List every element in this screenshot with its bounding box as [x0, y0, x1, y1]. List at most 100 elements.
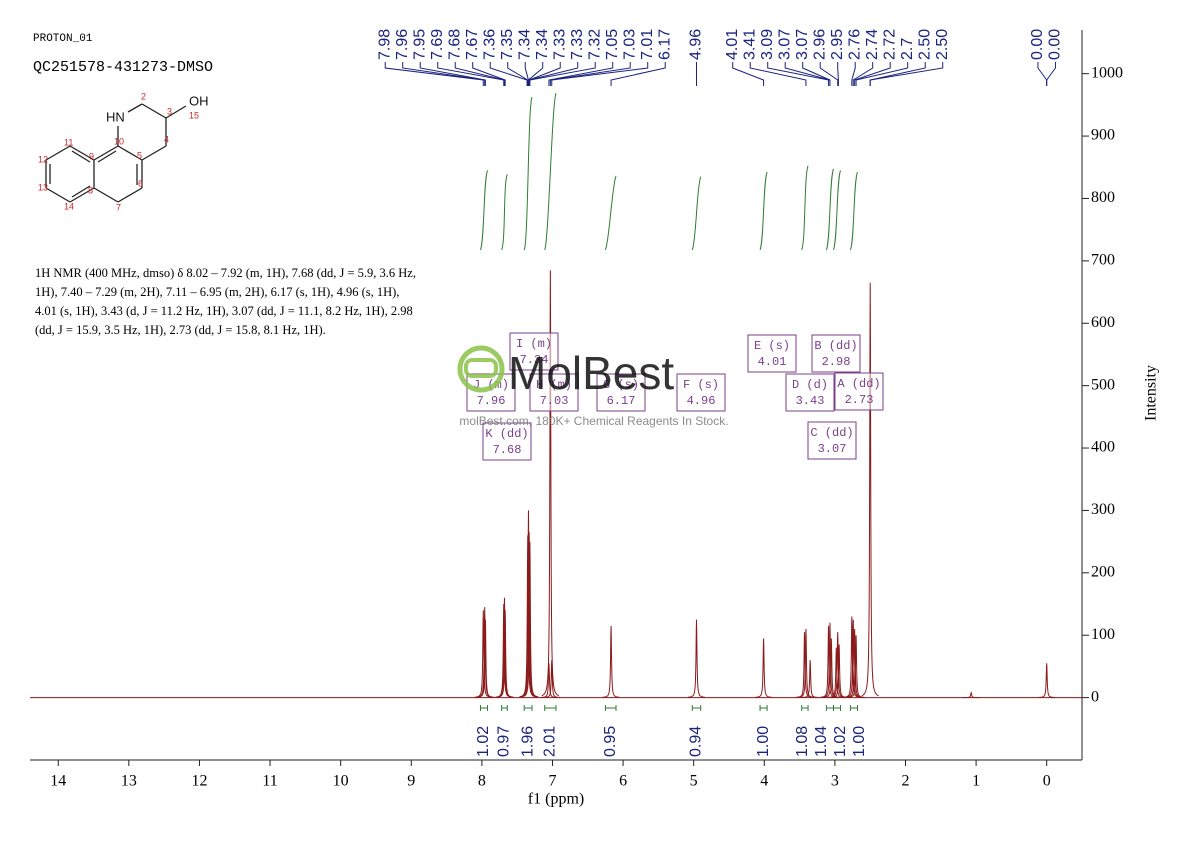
- watermark-brand: MolBest: [508, 347, 674, 399]
- peak: [687, 619, 706, 698]
- atom-number: 2: [141, 91, 146, 101]
- peak-label-leader: [402, 62, 486, 86]
- integral-bracket: [759, 705, 768, 711]
- peak: [755, 638, 773, 698]
- description-line: 1H NMR (400 MHz, dmso) δ 8.02 – 7.92 (m,…: [35, 266, 416, 280]
- atom-label: OH: [189, 93, 209, 108]
- peak-label-leader: [802, 62, 831, 86]
- atom-number: 6: [138, 178, 143, 188]
- x-tick-label: 10: [333, 773, 349, 790]
- multiplet-label: K (dd): [485, 427, 528, 441]
- atom-number: 11: [64, 137, 73, 147]
- multiplet-box: [747, 334, 797, 373]
- multiplet-label: A (dd): [837, 377, 880, 391]
- peak-label-leader: [784, 62, 831, 86]
- multiplet-box: [529, 373, 579, 412]
- multiplet-shift: 4.96: [687, 394, 716, 408]
- description-line: 1H), 7.40 – 7.29 (m, 2H), 7.11 – 6.95 (m…: [35, 285, 399, 299]
- peak-label-leader: [767, 62, 830, 86]
- integral-label: 2.01: [542, 726, 559, 757]
- integral-curve: [825, 168, 834, 251]
- peak: [861, 282, 879, 697]
- integral-curve: [604, 175, 617, 251]
- atom-label: HN: [106, 109, 125, 124]
- x-tick-label: 5: [690, 773, 698, 790]
- x-tick-label: 14: [50, 773, 66, 790]
- x-tick-label: 3: [831, 773, 839, 790]
- peak-label: 4.01: [724, 29, 741, 60]
- multiplet-shift: 2.98: [822, 355, 851, 369]
- multiplet-label: E (s): [754, 339, 790, 353]
- x-tick-label: 2: [901, 773, 909, 790]
- multiplet-label: I (m): [516, 337, 552, 351]
- integral-bracket: [832, 705, 842, 711]
- multiplet-box: [676, 373, 726, 412]
- peak-label: 7.34: [516, 29, 533, 60]
- y-tick-label: 900: [1091, 127, 1115, 144]
- integral-bracket: [523, 705, 533, 711]
- peak-label: 2.7: [899, 38, 916, 60]
- x-tick-label: 6: [619, 773, 627, 790]
- multiplet-shift: 6.17: [607, 394, 636, 408]
- peak-label-leader: [749, 62, 807, 86]
- integral-label: 1.96: [519, 726, 536, 757]
- peak: [822, 638, 840, 698]
- peak-label-leader: [819, 62, 839, 86]
- peak-label: 4.96: [688, 29, 705, 60]
- integral-curve: [832, 170, 842, 251]
- x-tick-label: 1: [972, 773, 980, 790]
- peak-label: 7.95: [411, 29, 428, 60]
- description: 1H NMR (400 MHz, dmso) δ 8.02 – 7.92 (m,…: [35, 266, 416, 337]
- peak: [797, 628, 815, 698]
- description-line: 4.01 (s, 1H), 3.43 (d, J = 11.2 Hz, 1H),…: [35, 304, 413, 318]
- peak-label-leader: [472, 62, 506, 86]
- atom-number: 3: [167, 106, 172, 116]
- integral-curve: [523, 96, 533, 251]
- multiplet-shift: 7.03: [540, 394, 569, 408]
- integral-bracket: [501, 705, 508, 711]
- multiplet-box: [834, 372, 884, 411]
- atom-number: 15: [189, 110, 199, 120]
- peak-label-leader: [1037, 62, 1048, 86]
- integral-label: 0.95: [602, 726, 619, 757]
- y-tick-label: 100: [1091, 626, 1115, 643]
- integral-label: 1.08: [794, 726, 811, 757]
- atom-number: 14: [64, 201, 74, 211]
- multiplet-shift: 2.73: [845, 393, 874, 407]
- integral-curve: [544, 93, 557, 251]
- peak-label-leader: [384, 62, 484, 86]
- peak-label: 2.76: [846, 29, 863, 60]
- multiplet-label: D (d): [792, 378, 828, 392]
- x-tick-label: 11: [262, 773, 277, 790]
- experiment-name: PROTON_01: [33, 33, 93, 45]
- atom-number: 4: [164, 134, 169, 144]
- peak-label-leader: [454, 62, 505, 86]
- multiplet-shift: 7.34: [520, 353, 549, 367]
- plot: 14 13 12 11 10 9 8 7 6 5 4 3 2 1 001002003004005006007…: [30, 29, 1160, 808]
- peak-label: 7.03: [621, 29, 638, 60]
- watermark-tagline: molBest.com, 180K+ Chemical Reagents In …: [459, 414, 728, 428]
- peak-label-leader: [528, 62, 579, 86]
- multiplet-label: H (m): [536, 378, 572, 392]
- peak-label-leader: [852, 62, 874, 86]
- peak: [541, 270, 560, 697]
- multiplet-label: B (dd): [814, 339, 857, 353]
- multiplet-box: [785, 373, 835, 412]
- multiplet-label: F (s): [683, 378, 719, 392]
- peak-label: 3.07: [776, 29, 793, 60]
- watermark-logo: [464, 358, 498, 378]
- peak-label: 2.96: [811, 29, 828, 60]
- integral-label: 1.00: [851, 726, 868, 757]
- integral-label: 1.02: [832, 726, 849, 757]
- multiplet-label: G (s): [603, 378, 639, 392]
- peak-label: 7.33: [569, 29, 586, 60]
- multiplet-box: [811, 334, 861, 373]
- molecule: HN OH 2 3 4 5 6 7 8 9 10 11 12 13 14 15: [38, 91, 209, 212]
- x-tick-label: 13: [121, 773, 137, 790]
- peak-label: 2.74: [864, 29, 881, 60]
- peak-label: 7.69: [429, 29, 446, 60]
- peak-label-leader: [507, 62, 529, 86]
- integral-bracket: [691, 705, 702, 711]
- integral-curve: [801, 165, 809, 251]
